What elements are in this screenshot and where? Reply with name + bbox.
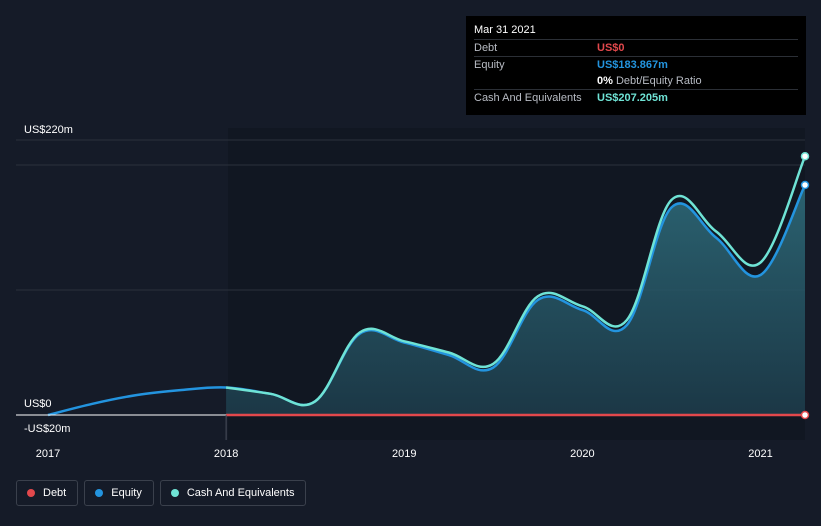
x-tick-label-2017: 2017 — [36, 448, 60, 460]
tooltip-cash-label: Cash And Equivalents — [474, 92, 582, 104]
legend-item-debt[interactable]: Debt — [16, 480, 79, 506]
tooltip-debt-value: US$0 — [597, 42, 625, 54]
x-tick-label-2021: 2021 — [748, 448, 772, 460]
chart-legend: Debt Equity Cash And Equivalents — [16, 480, 307, 508]
cash-legend-dot-icon — [170, 489, 179, 497]
legend-item-cash[interactable]: Cash And Equivalents — [159, 480, 307, 506]
equity-end-point[interactable] — [800, 180, 810, 190]
y-tick-label-0: US$0 — [24, 398, 52, 410]
debt-legend-dot-icon — [27, 489, 35, 497]
equity-line — [47, 184, 807, 417]
cash-end-point[interactable] — [800, 152, 810, 161]
debt-end-point[interactable] — [800, 410, 810, 420]
tooltip-row-ratio: 0% Debt/Equity Ratio — [474, 73, 798, 89]
tooltip-date: Mar 31 2021 — [474, 24, 536, 36]
tooltip-equity-value: US$183.867m — [597, 59, 668, 71]
legend-equity-label: Equity — [111, 487, 142, 499]
y-tick-label-220: US$220m — [24, 124, 73, 136]
cash-line — [225, 155, 807, 407]
tooltip-ratio: 0% Debt/Equity Ratio — [597, 73, 702, 89]
legend-debt-label: Debt — [43, 487, 67, 499]
x-tick-label-2020: 2020 — [570, 448, 594, 460]
tooltip-row-equity: Equity US$183.867m — [474, 56, 798, 73]
tooltip-row-debt: Debt US$0 — [474, 39, 798, 56]
tooltip-row-cash: Cash And Equivalents US$207.205m — [474, 89, 798, 106]
tooltip-ratio-label: Debt/Equity Ratio — [615, 75, 702, 87]
x-tick-label-2018: 2018 — [214, 448, 238, 460]
equity-area-fill — [226, 185, 806, 415]
legend-cash-label: Cash And Equivalents — [186, 487, 295, 499]
equity-legend-dot-icon — [95, 489, 104, 497]
tooltip-debt-label: Debt — [474, 42, 498, 54]
y-tick-label-neg20: -US$20m — [24, 423, 70, 435]
tooltip-equity-label: Equity — [474, 59, 505, 71]
tooltip-cash-value: US$207.205m — [597, 92, 668, 104]
data-tooltip: Mar 31 2021 Debt US$0 Equity US$183.867m… — [466, 16, 806, 115]
legend-item-equity[interactable]: Equity — [84, 480, 154, 506]
x-axis-ticks: 2017 2018 2019 2020 2021 — [36, 448, 773, 460]
tooltip-ratio-value: 0% — [597, 75, 613, 87]
x-tick-label-2019: 2019 — [392, 448, 416, 460]
